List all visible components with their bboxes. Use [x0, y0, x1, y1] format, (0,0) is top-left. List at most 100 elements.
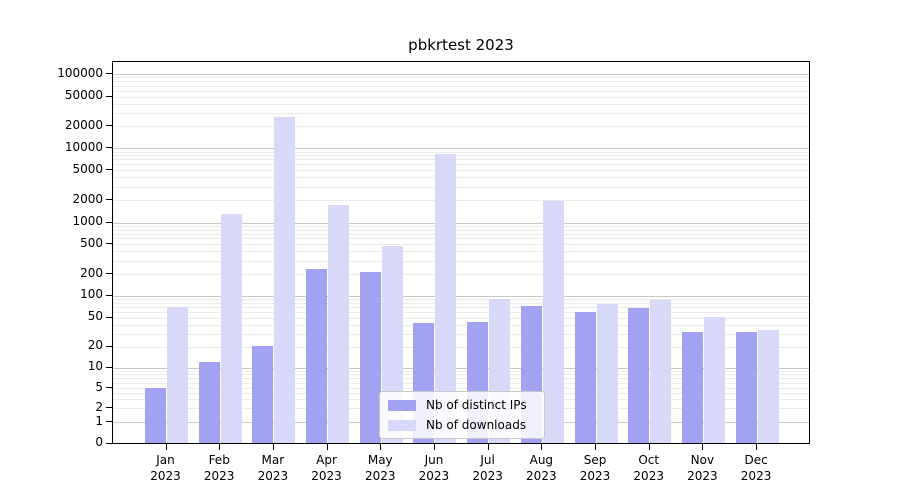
gridline-minor: [113, 81, 809, 83]
legend: Nb of distinct IPs Nb of downloads: [379, 391, 545, 439]
x-tick-label-mar: Mar 2023: [257, 453, 289, 483]
gridline-minor: [113, 238, 809, 240]
y-tick-label-100: 100: [80, 287, 103, 302]
bar-downloads-oct: [650, 299, 672, 443]
y-tick-label-1000: 1000: [72, 214, 103, 229]
gridline-minor: [113, 311, 809, 313]
gridline-major: [113, 295, 809, 297]
gridline-minor: [113, 164, 809, 166]
y-tick-label-5000: 5000: [72, 161, 103, 176]
x-tick-label-jun: Jun 2023: [418, 453, 450, 483]
x-tick-mark: [648, 444, 650, 450]
gridline-minor: [113, 274, 809, 275]
legend-label-distinct-ips: Nb of distinct IPs: [426, 398, 527, 412]
x-tick-mark: [272, 444, 274, 450]
y-tick-mark: [106, 169, 112, 170]
x-tick-mark: [219, 444, 221, 450]
y-tick-mark: [106, 73, 112, 74]
bar-distinct-ips-dec: [735, 332, 757, 443]
y-tick-label-500: 500: [80, 235, 103, 250]
gridline-minor: [113, 85, 809, 87]
gridline-minor: [113, 90, 809, 92]
x-tick-label-aug: Aug 2023: [526, 453, 557, 483]
x-tick-label-jan: Jan 2023: [150, 453, 181, 483]
gridline-minor: [113, 251, 809, 253]
gridline-minor: [113, 103, 809, 105]
bar-downloads-aug: [542, 201, 564, 443]
bar-distinct-ips-apr: [306, 268, 328, 443]
gridline-minor: [113, 177, 809, 179]
y-tick-label-2: 2: [95, 399, 103, 414]
y-tick-mark: [106, 387, 112, 389]
x-tick-mark: [165, 444, 167, 450]
y-tick-label-50: 50: [87, 309, 103, 324]
gridline-minor: [113, 200, 809, 201]
y-tick-mark: [106, 273, 112, 274]
y-tick-mark: [106, 125, 112, 127]
y-tick-mark: [106, 95, 112, 97]
y-tick-label-10000: 10000: [64, 139, 103, 154]
gridline-minor: [113, 307, 809, 309]
legend-item-distinct-ips: Nb of distinct IPs: [388, 396, 536, 414]
x-tick-label-nov: Nov 2023: [687, 453, 718, 483]
gridline-minor: [113, 155, 809, 157]
bar-downloads-sep: [596, 304, 618, 443]
bar-downloads-dec: [757, 330, 779, 443]
y-tick-mark: [106, 243, 112, 244]
bar-distinct-ips-nov: [681, 332, 703, 443]
bar-downloads-jun: [435, 154, 457, 443]
bar-downloads-apr: [328, 204, 350, 443]
gridline-minor: [113, 186, 809, 188]
gridline-minor: [113, 159, 809, 161]
gridline-minor: [113, 346, 809, 348]
x-tick-mark: [595, 444, 597, 450]
y-tick-mark: [106, 316, 112, 318]
gridline-minor: [113, 374, 809, 376]
gridline-minor: [113, 170, 809, 171]
x-tick-mark: [433, 444, 435, 450]
gridline-major: [113, 367, 809, 369]
y-tick-label-10: 10: [87, 359, 103, 374]
gridline-minor: [113, 244, 809, 245]
bar-downloads-nov: [703, 316, 725, 443]
x-tick-mark: [326, 444, 328, 450]
gridline-minor: [113, 388, 809, 390]
y-tick-mark: [106, 199, 112, 200]
gridline-minor: [113, 225, 809, 227]
y-tick-mark: [106, 221, 112, 223]
legend-swatch-distinct-ips: [388, 399, 416, 411]
y-tick-label-0: 0: [95, 435, 103, 449]
y-tick-mark: [106, 294, 112, 296]
gridline-minor: [113, 302, 809, 304]
x-tick-mark: [541, 444, 543, 450]
x-tick-label-dec: Dec 2023: [740, 453, 772, 483]
gridline-major: [113, 222, 809, 224]
plot-area: [112, 61, 810, 444]
y-tick-label-20: 20: [87, 338, 103, 353]
gridline-minor: [113, 299, 809, 301]
gridline-minor: [113, 229, 809, 231]
y-tick-mark: [106, 147, 112, 149]
gridline-minor: [113, 324, 809, 326]
y-tick-mark: [106, 366, 112, 368]
gridline-minor: [113, 260, 809, 262]
gridline-minor: [113, 151, 809, 153]
bar-downloads-feb: [220, 213, 242, 443]
legend-label-downloads: Nb of downloads: [426, 418, 527, 432]
x-tick-label-jul: Jul 2023: [472, 453, 503, 483]
x-tick-label-may: May 2023: [364, 453, 396, 483]
y-tick-label-100000: 100000: [57, 65, 103, 80]
x-tick-label-feb: Feb 2023: [203, 453, 235, 483]
x-tick-label-apr: Apr 2023: [311, 453, 342, 483]
x-tick-label-sep: Sep 2023: [579, 453, 611, 483]
legend-swatch-downloads: [388, 419, 416, 431]
gridline-minor: [113, 77, 809, 79]
y-tick-label-1: 1: [95, 413, 103, 428]
y-tick-mark: [106, 421, 112, 423]
bar-distinct-ips-sep: [574, 311, 596, 443]
bar-distinct-ips-feb: [198, 361, 220, 443]
y-tick-mark: [106, 345, 112, 347]
gridline-minor: [113, 113, 809, 115]
y-tick-label-50000: 50000: [64, 88, 103, 103]
gridline-minor: [113, 96, 809, 98]
